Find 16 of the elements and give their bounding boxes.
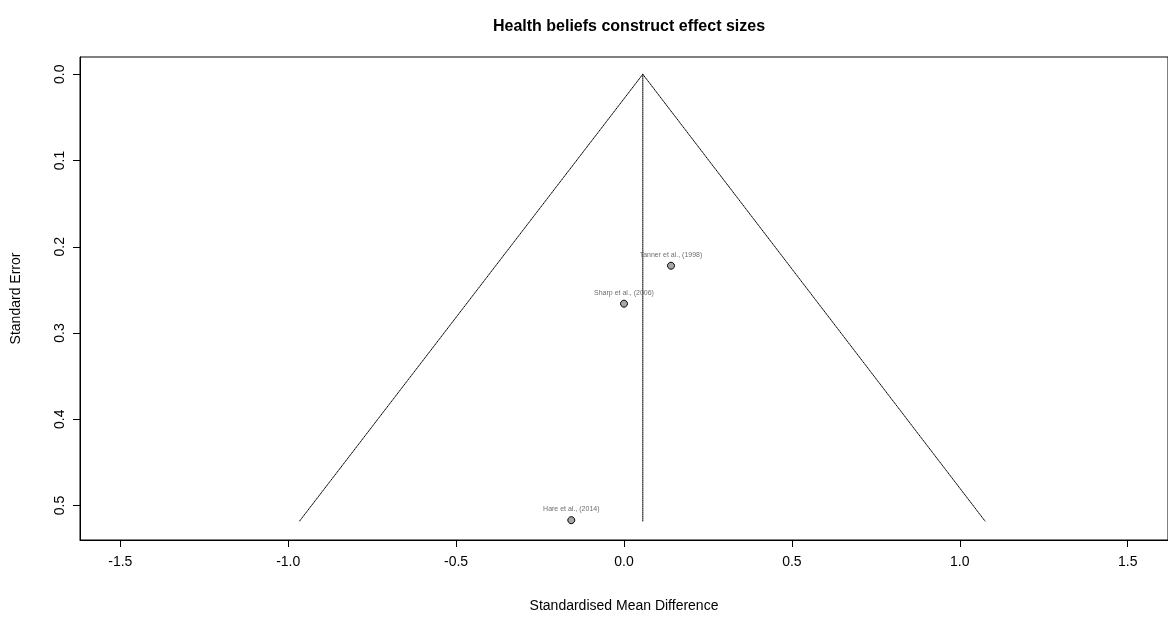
x-axis-title: Standardised Mean Difference — [529, 597, 719, 613]
y-tick-label: 0.2 — [51, 236, 67, 257]
y-tick-label: 0.3 — [51, 323, 67, 343]
y-tick-label: 0.1 — [51, 150, 67, 171]
x-tick-label: -1.0 — [276, 553, 301, 569]
chart-title: Health beliefs construct effect sizes — [492, 16, 766, 34]
y-tick-label: 0.5 — [51, 495, 67, 516]
x-tick-label: 0.5 — [782, 553, 802, 569]
x-tick-label: 1.0 — [950, 553, 970, 569]
x-tick-label: -0.5 — [444, 553, 469, 569]
x-tick-label: 1.5 — [1117, 553, 1138, 569]
y-tick-label: 0.0 — [51, 64, 67, 84]
x-tick-label: 0.0 — [614, 553, 634, 569]
x-tick-label: -1.5 — [108, 553, 133, 569]
y-axis-title: Standard Error — [7, 252, 23, 345]
y-tick-label: 0.4 — [51, 409, 67, 429]
